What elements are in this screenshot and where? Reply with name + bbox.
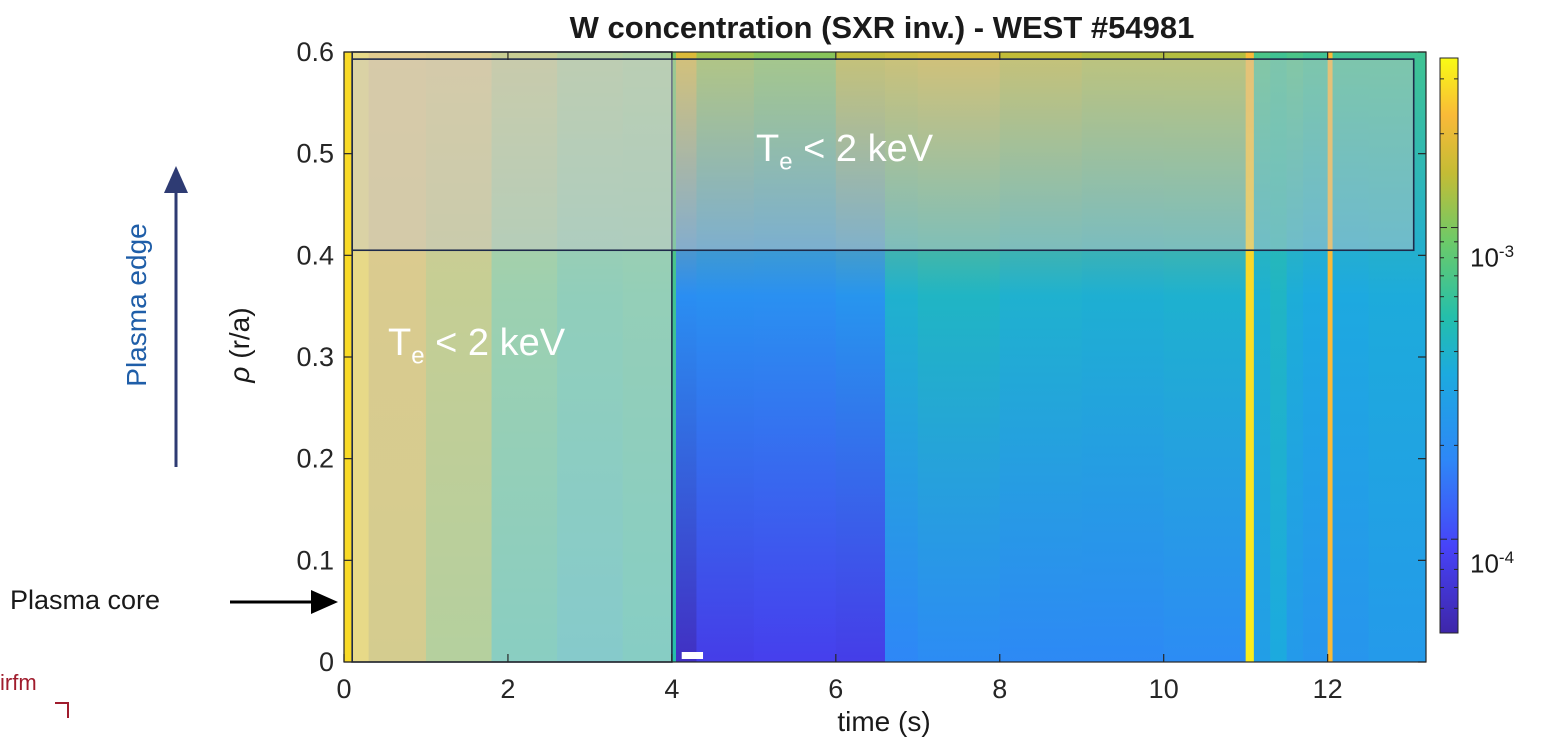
heatmap-band: [696, 52, 755, 662]
colorbar-label-1e-4-exp: -4: [1498, 548, 1515, 567]
x-tick-label: 8: [992, 674, 1007, 704]
heatmap-band: [1368, 52, 1426, 662]
x-tick-label: 10: [1149, 674, 1179, 704]
te-label-core-main: T: [388, 322, 412, 364]
heatmap-band: [835, 52, 886, 662]
heatmap-band: [1270, 52, 1288, 662]
arrow-layer: [164, 166, 338, 614]
axes-layer: 0 2 4 6 8 10 12 0 0.1 0.2 0.3 0.4 0.5 0.6: [296, 37, 1427, 704]
x-tick-label: 2: [500, 674, 515, 704]
heatmap-band: [999, 52, 1083, 662]
te-label-edge-sub: e: [779, 148, 793, 176]
x-tick-label: 0: [336, 674, 351, 704]
y-tick-label: 0: [319, 647, 334, 677]
y-axis-units: (r/a): [224, 307, 255, 359]
y-tick-label: 0.2: [296, 444, 334, 474]
y-axis-symbol: ρ: [224, 366, 255, 383]
x-tick-label: 12: [1313, 674, 1343, 704]
x-axis-label: time (s): [837, 706, 931, 737]
te-region-edge-box: [351, 58, 1415, 252]
colorbar: [1439, 57, 1459, 634]
y-tick-label: 0.3: [296, 342, 334, 372]
heatmap-band: [1081, 52, 1165, 662]
te-label-core-sub: e: [411, 342, 425, 370]
colorbar-label-1e-4-base: 10: [1470, 548, 1499, 579]
plasma-core-label: Plasma core: [10, 585, 161, 615]
te-label-edge-main: T: [756, 128, 780, 170]
colorbar-gradient: [1439, 57, 1459, 634]
y-tick-label: 0.4: [296, 240, 334, 270]
colorbar-label-1e-3: 10-3: [1470, 242, 1514, 274]
plasma-edge-label: Plasma edge: [121, 223, 152, 387]
heatmap-band: [1286, 52, 1304, 662]
heatmap-band: [1253, 52, 1271, 662]
x-tick-label: 6: [828, 674, 843, 704]
heatmap-band: [917, 52, 1001, 662]
irfm-logo-rule: [55, 702, 69, 704]
te-label-edge: Te < 2 keV: [756, 128, 933, 177]
heatmap-band: [675, 52, 698, 662]
chart-title: W concentration (SXR inv.) - WEST #54981: [569, 10, 1195, 45]
heatmap-band: [1327, 52, 1334, 662]
data-gap-marker: [681, 652, 704, 659]
colorbar-label-1e-3-exp: -3: [1498, 242, 1515, 261]
irfm-logo-rule-vertical: [67, 702, 69, 718]
colorbar-label-1e-3-base: 10: [1470, 242, 1499, 273]
te-label-edge-rest: < 2 keV: [792, 128, 934, 170]
colorbar-label-1e-4: 10-4: [1470, 548, 1514, 580]
y-tick-label: 0.1: [296, 545, 334, 575]
y-tick-label: 0.6: [296, 37, 334, 67]
y-axis-label: ρ (r/a): [224, 307, 256, 382]
heatmap-band: [885, 52, 919, 662]
heatmap-band: [753, 52, 837, 662]
heatmap-band: [1303, 52, 1329, 662]
x-tick-label: 4: [664, 674, 679, 704]
irfm-logo: irfm: [0, 670, 37, 695]
heatmap-band: [1163, 52, 1247, 662]
heatmap-band: [1245, 52, 1255, 662]
te-region-core-box: [351, 51, 673, 663]
overlay-layer: [351, 51, 1415, 663]
y-tick-label: 0.5: [296, 139, 334, 169]
te-label-core: Te < 2 keV: [388, 322, 565, 371]
heatmap-band: [1332, 52, 1370, 662]
te-label-core-rest: < 2 keV: [424, 322, 566, 364]
